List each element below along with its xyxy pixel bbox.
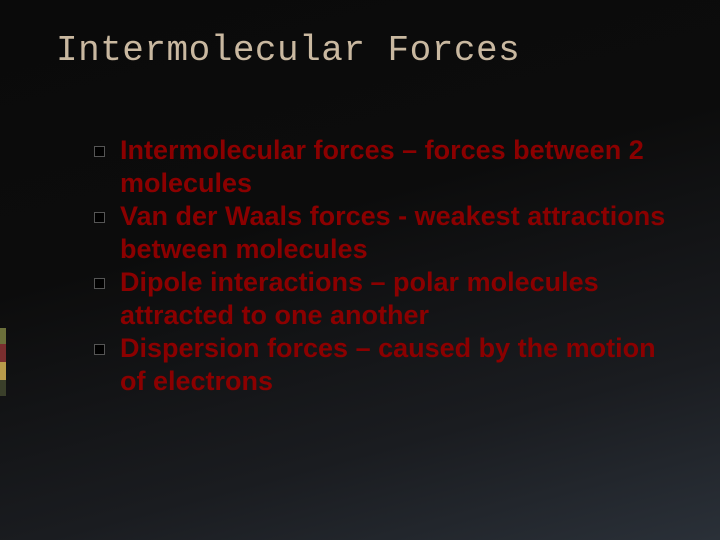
- accent-segment: [0, 328, 6, 344]
- bullet-list: Intermolecular forces – forces between 2…: [120, 134, 680, 398]
- slide-title: Intermolecular Forces: [56, 30, 520, 71]
- bullet-item: Van der Waals forces - weakest attractio…: [120, 200, 680, 266]
- bullet-item: Dispersion forces – caused by the motion…: [120, 332, 680, 398]
- accent-bar: [0, 328, 6, 396]
- bullet-item: Dipole interactions – polar molecules at…: [120, 266, 680, 332]
- accent-segment: [0, 344, 6, 362]
- accent-segment: [0, 362, 6, 380]
- accent-segment: [0, 380, 6, 396]
- bullet-item: Intermolecular forces – forces between 2…: [120, 134, 680, 200]
